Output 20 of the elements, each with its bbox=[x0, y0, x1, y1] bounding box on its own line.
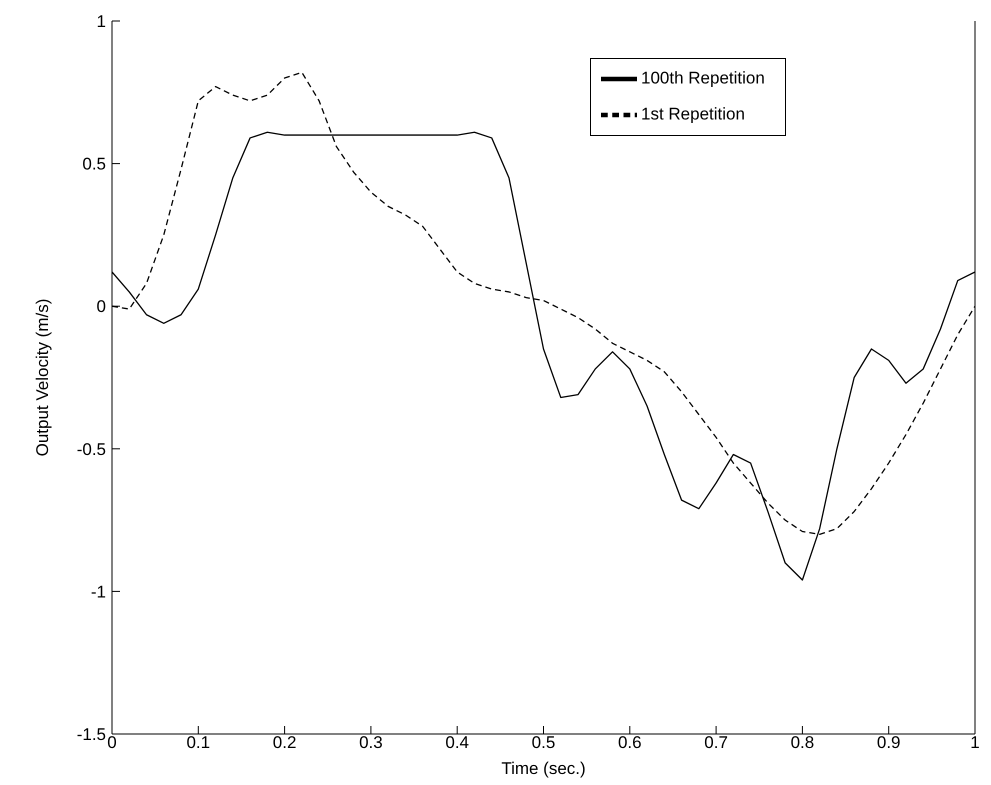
x-tick-label: 0.9 bbox=[876, 733, 901, 752]
x-tick-label: 0.5 bbox=[532, 733, 556, 752]
x-tick-label: 0.1 bbox=[186, 733, 210, 752]
x-tick-label: 0.6 bbox=[618, 733, 642, 752]
x-tick-label: 0.4 bbox=[445, 733, 470, 752]
legend-label: 1st Repetition bbox=[641, 104, 745, 124]
y-tick-label: 0.5 bbox=[82, 154, 106, 174]
x-tick-label: 0.2 bbox=[272, 733, 296, 752]
x-tick-label: 0.3 bbox=[359, 733, 383, 752]
x-tick-label: 1 bbox=[970, 733, 980, 752]
legend-label: 100th Repetition bbox=[641, 68, 765, 88]
x-tick-label: 0.8 bbox=[790, 733, 814, 752]
x-tick-label: 0.7 bbox=[704, 733, 728, 752]
y-axis-title: Output Velocity (m/s) bbox=[33, 298, 52, 456]
x-axis-title: Time (sec.) bbox=[501, 759, 586, 778]
y-tick-label: -1.5 bbox=[76, 725, 106, 744]
y-tick-label: 0 bbox=[96, 297, 106, 316]
y-tick-label: -1 bbox=[90, 582, 106, 602]
y-tick-label: 1 bbox=[96, 12, 106, 32]
y-tick-label: -0.5 bbox=[76, 440, 106, 459]
